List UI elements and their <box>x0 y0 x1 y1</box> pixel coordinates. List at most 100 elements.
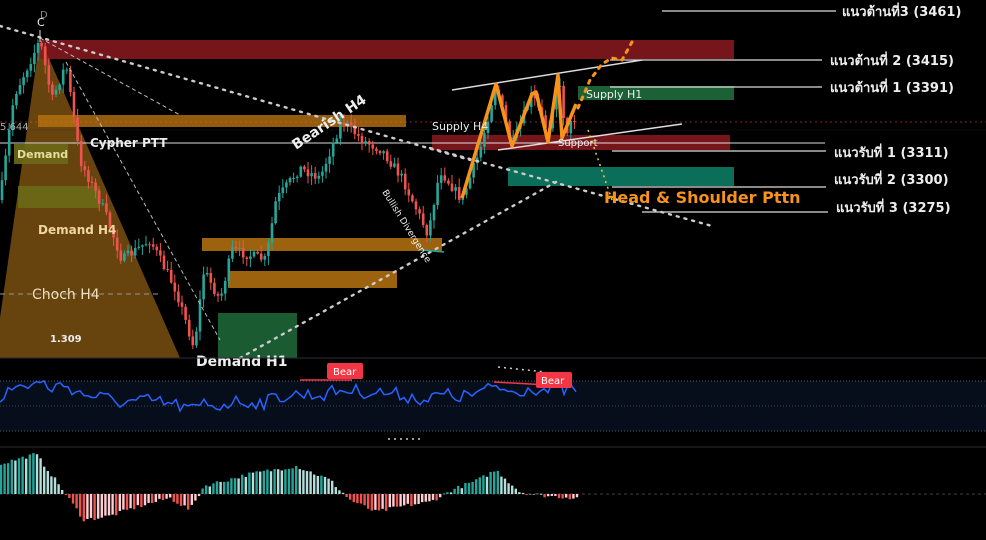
bullish-divergence-label: Bullish Divergence <box>379 188 432 265</box>
candle <box>220 288 223 301</box>
histogram-bar <box>482 475 485 494</box>
histogram-bar <box>557 494 561 499</box>
histogram-bar <box>201 488 204 494</box>
histogram-bar <box>493 471 496 494</box>
histogram-bar <box>0 464 3 494</box>
histogram-bar <box>219 481 222 494</box>
histogram-bar <box>363 494 366 506</box>
candle <box>382 150 385 160</box>
candle <box>144 235 148 247</box>
candle <box>87 165 90 189</box>
histogram-bar <box>93 494 96 521</box>
histogram-bar <box>53 477 57 494</box>
histogram-bar <box>395 494 399 507</box>
candle <box>133 239 137 259</box>
candle <box>47 58 51 93</box>
candle <box>270 216 274 251</box>
head-shoulder-label: Head & Shoulder Pttn <box>604 188 801 207</box>
histogram-bar <box>212 483 215 494</box>
rsi-bear-badge-1-text: Bear <box>333 367 357 378</box>
histogram-bar <box>449 492 453 494</box>
candle <box>339 114 342 146</box>
histogram-bar <box>7 463 10 494</box>
histogram-bar <box>374 494 377 510</box>
histogram-bar <box>205 485 208 494</box>
histogram-bar <box>169 494 172 498</box>
histogram-bar <box>381 494 384 509</box>
candle <box>83 161 87 177</box>
histogram-bar <box>237 478 240 494</box>
histogram-bar <box>457 485 460 494</box>
candle <box>191 329 195 350</box>
candle <box>112 225 115 246</box>
candle <box>79 134 83 173</box>
candle <box>335 134 339 145</box>
histogram-bar <box>370 494 373 511</box>
candle <box>97 188 101 212</box>
orange-zone-mid <box>202 238 442 251</box>
candle <box>349 114 353 133</box>
histogram-bar <box>442 493 445 495</box>
histogram-bar <box>435 494 438 501</box>
histogram-bar <box>197 494 201 497</box>
histogram-bar <box>464 483 467 494</box>
ratio-label: 1.309 <box>50 334 82 345</box>
candle <box>173 274 177 301</box>
histogram-bar <box>68 494 71 498</box>
candle <box>141 244 144 256</box>
candle <box>310 165 313 185</box>
histogram-bar <box>194 494 197 501</box>
candle <box>162 250 166 271</box>
histogram-bar <box>507 483 510 494</box>
channel-top <box>451 59 643 91</box>
candle <box>115 229 119 259</box>
histogram-bar <box>64 494 67 495</box>
candle <box>573 114 576 129</box>
candle <box>425 223 429 242</box>
left-price-label: 5.644 <box>0 122 29 133</box>
histogram-bar <box>489 471 492 494</box>
hs-target-dotted <box>587 129 613 201</box>
demand-h1-zone <box>218 313 297 358</box>
candle <box>436 175 439 210</box>
histogram-bar <box>518 492 521 494</box>
candle <box>418 206 421 220</box>
candle <box>155 244 159 256</box>
candle <box>400 170 403 183</box>
histogram-bar <box>352 494 355 503</box>
resistance-3-label: แนวต้านที่3 (3461) <box>842 2 961 20</box>
histogram-bar <box>89 494 93 518</box>
histogram-bar <box>536 493 539 495</box>
candle <box>389 154 393 170</box>
histogram-bar <box>385 494 388 511</box>
candle <box>393 157 396 168</box>
point-c-label: C <box>37 16 45 29</box>
histogram-bar <box>485 476 489 494</box>
rsi-dotted-1 <box>497 366 547 373</box>
support-1-label: แนวรับที่ 1 (3311) <box>834 143 949 161</box>
candle <box>562 81 565 126</box>
histogram-bar <box>309 471 312 494</box>
candle <box>231 240 234 262</box>
candle <box>299 165 303 178</box>
candle <box>108 210 112 233</box>
histogram-bar <box>230 478 233 494</box>
histogram-bar <box>50 476 53 494</box>
candle <box>227 255 231 287</box>
histogram-bar <box>503 478 507 494</box>
demand-zone <box>14 144 68 164</box>
histogram-bar <box>406 494 409 504</box>
candle <box>51 81 54 101</box>
histogram-bar <box>154 494 157 502</box>
histogram-bar <box>431 494 435 500</box>
candle <box>126 244 130 257</box>
macd-panel <box>0 453 986 522</box>
histogram-bar <box>439 494 442 498</box>
demand-label: Demand <box>17 148 68 161</box>
rsi-bear-badge-2 <box>536 372 572 388</box>
supply-h4-label: Supply H4 <box>432 120 488 133</box>
candle <box>177 284 180 307</box>
histogram-bar <box>133 494 136 510</box>
candle <box>61 63 65 93</box>
